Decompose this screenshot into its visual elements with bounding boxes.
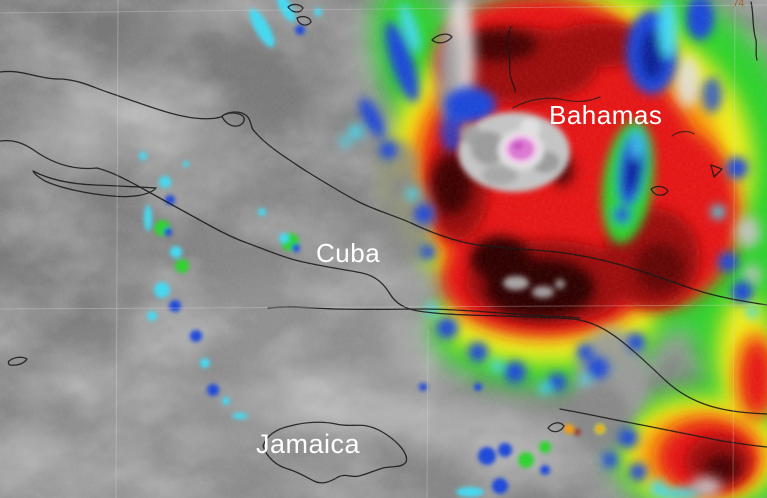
label-bahamas: Bahamas	[549, 100, 663, 130]
label-jamaica: Jamaica	[256, 429, 361, 459]
label-longitude-74: 74	[733, 0, 745, 9]
label-cuba: Cuba	[316, 238, 381, 268]
